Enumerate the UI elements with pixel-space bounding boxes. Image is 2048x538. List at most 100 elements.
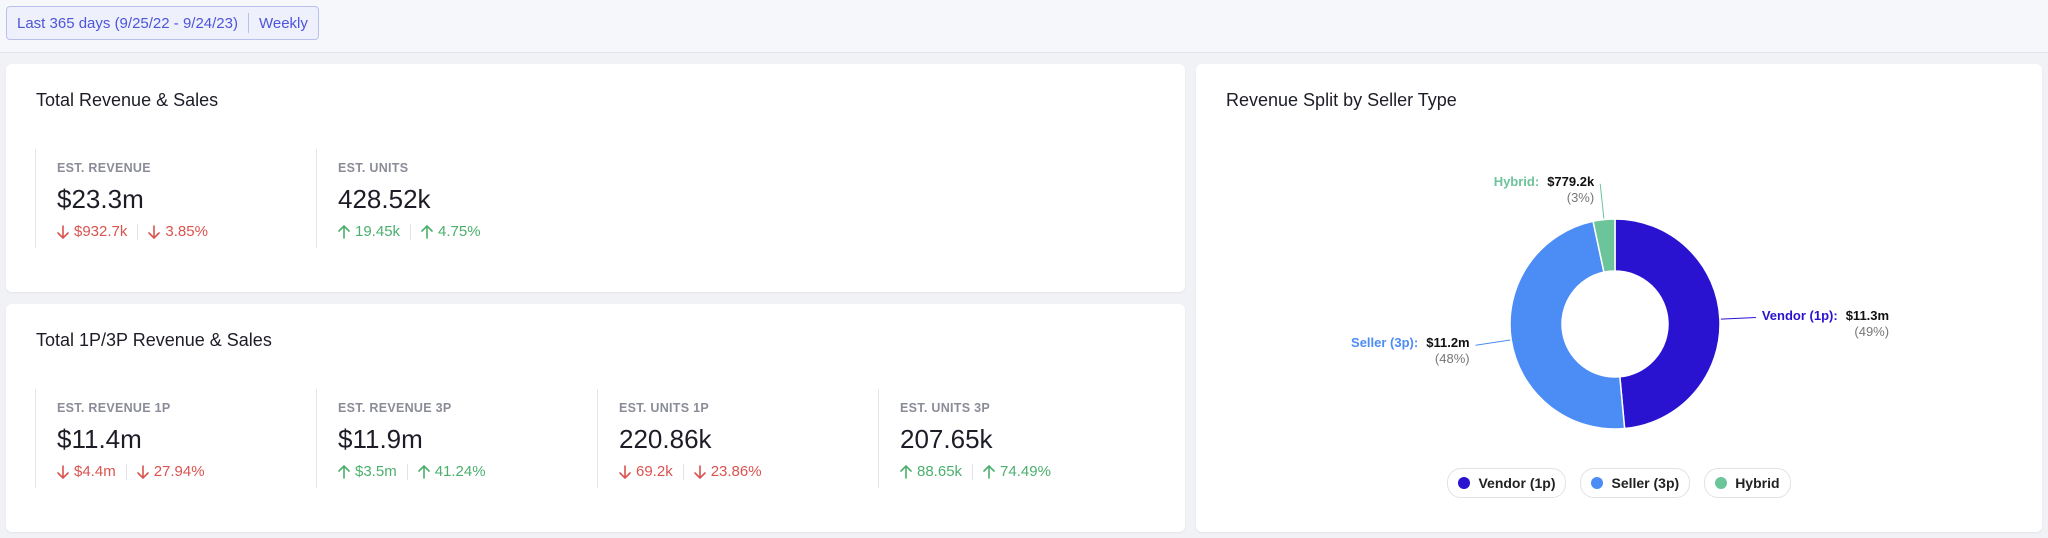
change-text: $932.7k — [74, 223, 128, 240]
separator — [406, 463, 408, 480]
separator — [125, 463, 127, 480]
filter-pill[interactable]: Last 365 days (9/25/22 - 9/24/23) Weekly — [6, 6, 319, 40]
metric-label: EST. UNITS — [338, 161, 409, 175]
top-bar: Last 365 days (9/25/22 - 9/24/23) Weekly — [0, 0, 2048, 53]
chart-card: Revenue Split by Seller Type — [1196, 64, 2042, 532]
legend-label: Seller (3p) — [1611, 475, 1680, 491]
legend-swatch — [1591, 477, 1604, 489]
legend-item[interactable]: Seller (3p) — [1580, 468, 1691, 498]
callout-line: Seller (3p) $11.2m — [1351, 335, 1470, 351]
date-range[interactable]: Last 365 days (9/25/22 - 9/24/23) — [17, 14, 238, 32]
callout-percent: (3%) — [1566, 189, 1595, 205]
card: Total Revenue & Sales EST. REVENUE $23.3m… — [6, 64, 1185, 292]
arrow — [619, 464, 631, 479]
arrow-down-icon — [136, 464, 149, 479]
metric-changes: 88.65k 74.49% — [900, 463, 1051, 480]
metric-value: $11.4m — [57, 424, 142, 454]
metric-label: EST. UNITS 3P — [900, 401, 991, 415]
arrow-up-icon — [338, 224, 350, 239]
separator — [972, 463, 974, 480]
legend-label: Hybrid — [1735, 475, 1780, 491]
arrow-up-icon — [421, 224, 433, 239]
metrics: EST. REVENUE $23.3m $932.7k 3.85% EST. UNITS… — [35, 149, 597, 248]
callout: Hybrid $779.2k(3%) — [1494, 174, 1595, 206]
legend-label: Vendor (1p) — [1478, 475, 1556, 491]
metric: EST. REVENUE 3P $11.9m $3.5m 41.24% — [316, 389, 597, 488]
arrow — [693, 464, 706, 479]
change-text: $3.5m — [355, 463, 397, 480]
metric-label: EST. REVENUE 1P — [57, 401, 171, 415]
metric: EST. REVENUE 1P $11.4m $4.4m 27.94% — [35, 389, 316, 488]
metric-value: 428.52k — [338, 184, 431, 214]
chart-title: Revenue Split by Seller Type — [1226, 90, 1457, 110]
change-text: $4.4m — [74, 463, 116, 480]
callout: Seller (3p) $11.2m(48%) — [1351, 335, 1470, 367]
separator — [410, 223, 412, 240]
arrow-up-icon — [983, 464, 995, 479]
arrow — [900, 464, 912, 479]
change: 41.24% — [417, 463, 486, 480]
callout-name: Vendor (1p) — [1762, 308, 1838, 323]
separator — [137, 223, 139, 240]
card-title: Total 1P/3P Revenue & Sales — [36, 330, 272, 350]
metric-changes: 69.2k 23.86% — [619, 463, 762, 480]
change: 19.45k — [338, 223, 400, 240]
change: 4.75% — [421, 223, 481, 240]
card-title: Total Revenue & Sales — [36, 90, 219, 110]
arrow-down-icon — [57, 224, 69, 239]
legend-item[interactable]: Vendor (1p) — [1447, 468, 1567, 498]
change: 3.85% — [148, 223, 208, 240]
legend-swatch — [1458, 477, 1471, 489]
arrow — [338, 224, 350, 239]
metrics: EST. REVENUE 1P $11.4m $4.4m 27.94% EST. REV… — [35, 389, 1159, 488]
metric-value: $11.9m — [338, 424, 423, 454]
arrow-down-icon — [619, 464, 631, 479]
callout-name: Seller (3p) — [1351, 335, 1418, 350]
metric-value: 207.65k — [900, 424, 993, 454]
donut-slice — [1509, 220, 1626, 430]
arrow — [148, 224, 161, 239]
change: 74.49% — [983, 463, 1051, 480]
legend: Vendor (1p) Seller (3p) Hybrid — [1196, 468, 2042, 498]
leader-line — [1720, 317, 1756, 320]
arrow — [136, 464, 149, 479]
arrow-down-icon — [57, 464, 69, 479]
leader-line — [1599, 183, 1605, 219]
callout-percent: (49%) — [1854, 323, 1890, 339]
separator — [682, 463, 684, 480]
arrow — [57, 224, 69, 239]
change-text: 69.2k — [636, 463, 673, 480]
callout-value: $779.2k — [1547, 173, 1595, 189]
arrow-up-icon — [417, 464, 430, 479]
change-text: 41.24% — [434, 463, 486, 480]
callout-value: $11.2m — [1426, 335, 1470, 351]
metric-label: EST. UNITS 1P — [619, 401, 710, 415]
arrow-up-icon — [900, 464, 912, 479]
metric-value: $23.3m — [57, 184, 144, 214]
change: 69.2k — [619, 463, 673, 480]
metric: EST. UNITS 428.52k 19.45k 4.75% — [316, 149, 597, 248]
interval[interactable]: Weekly — [258, 14, 308, 32]
callout-value: $11.3m — [1845, 307, 1890, 323]
change-text: 19.45k — [355, 223, 401, 240]
metric-label: EST. REVENUE — [57, 161, 151, 175]
change: $932.7k — [57, 223, 127, 240]
arrow — [338, 464, 350, 479]
donut-slice — [1592, 218, 1616, 274]
legend-item[interactable]: Hybrid — [1704, 468, 1791, 498]
change: $4.4m — [57, 463, 116, 480]
arrow-up-icon — [338, 464, 350, 479]
change-text: 3.85% — [165, 223, 208, 240]
arrow-down-icon — [148, 224, 161, 239]
change-text: 88.65k — [917, 463, 963, 480]
callout-line: Vendor (1p) $11.3m — [1762, 308, 1889, 324]
legend-swatch — [1715, 477, 1728, 489]
change: $3.5m — [338, 463, 397, 480]
callout-percent: (48%) — [1434, 351, 1470, 367]
change-text: 74.49% — [1000, 463, 1051, 480]
arrow — [421, 224, 433, 239]
change-text: 27.94% — [153, 463, 205, 480]
metric-value: 220.86k — [619, 424, 712, 454]
callout: Vendor (1p) $11.3m(49%) — [1762, 308, 1889, 340]
